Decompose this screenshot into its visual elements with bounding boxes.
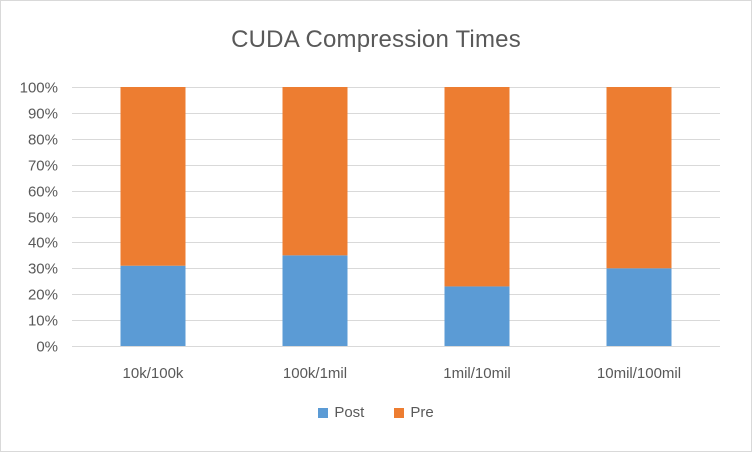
y-tick-label: 40%	[28, 235, 58, 252]
legend-label-post: Post	[334, 404, 365, 421]
x-tick-label: 10mil/100mil	[597, 365, 681, 382]
bar-pre	[282, 87, 348, 256]
bar-pre	[120, 87, 186, 266]
y-tick-label: 10%	[28, 313, 58, 330]
y-tick-label: 50%	[28, 210, 58, 227]
legend-item-post: Post	[318, 404, 364, 421]
legend-item-pre: Pre	[394, 404, 434, 421]
y-axis-ticks: 0% 10% 20% 30% 40% 50% 60% 70% 80% 90% 100%	[20, 80, 58, 356]
x-tick-label: 100k/1mil	[283, 365, 347, 382]
chart-legend: Post Pre	[0, 404, 752, 421]
legend-swatch-post	[318, 407, 329, 418]
y-tick-label: 100%	[20, 80, 58, 97]
y-tick-label: 60%	[28, 184, 58, 201]
y-tick-label: 90%	[28, 106, 58, 123]
bars	[120, 87, 672, 346]
y-tick-label: 70%	[28, 158, 58, 175]
y-tick-label: 80%	[28, 132, 58, 149]
y-tick-label: 30%	[28, 261, 58, 278]
y-tick-label: 20%	[28, 287, 58, 304]
x-tick-label: 1mil/10mil	[443, 365, 511, 382]
legend-swatch-pre	[394, 407, 405, 418]
bar-post	[282, 255, 348, 346]
x-tick-label: 10k/100k	[123, 365, 184, 382]
bar-post	[444, 286, 510, 346]
y-tick-label: 0%	[36, 339, 58, 356]
bar-pre	[606, 87, 672, 269]
bar-post	[120, 265, 186, 346]
chart-title: CUDA Compression Times	[231, 26, 521, 53]
bar-post	[606, 268, 672, 346]
legend-label-pre: Pre	[410, 404, 434, 421]
bar-pre	[444, 87, 510, 287]
x-axis-ticks: 10k/100k 100k/1mil 1mil/10mil 10mil/100mil	[123, 365, 682, 382]
